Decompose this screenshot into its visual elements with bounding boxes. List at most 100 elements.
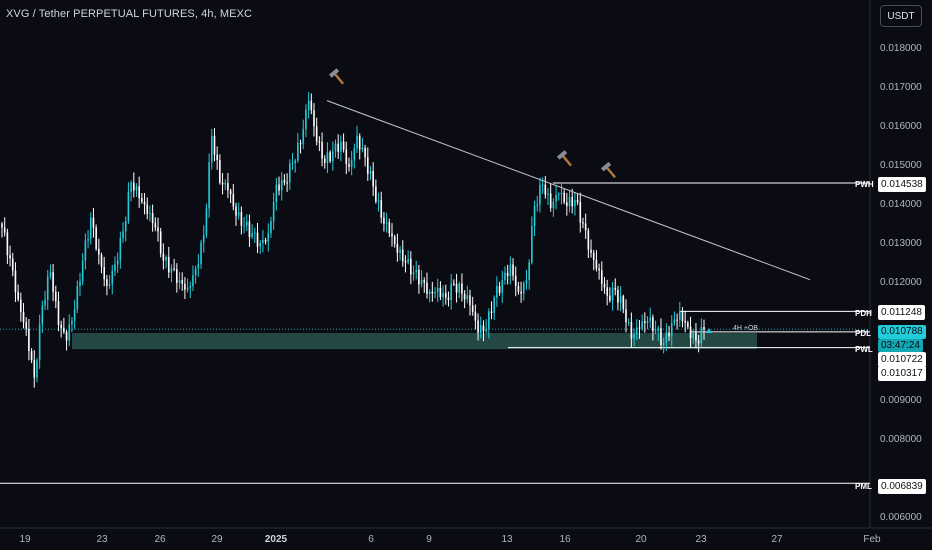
chart-title: XVG / Tether PERPETUAL FUTURES, 4h, MEXC (6, 8, 253, 20)
y-tick-label: 0.014000 (880, 199, 922, 210)
y-tick-label: 0.006000 (880, 512, 922, 523)
candle-body (6, 232, 9, 256)
x-tick-label: 16 (559, 534, 571, 545)
candle-body (617, 289, 619, 303)
candle-body (415, 269, 418, 273)
candle-body (477, 320, 479, 333)
candle-body (657, 328, 660, 331)
candle-body (630, 322, 633, 339)
candle-body (366, 157, 369, 174)
candle-body (208, 162, 210, 209)
candle-body (404, 261, 407, 263)
candle-body (566, 202, 568, 206)
candle-body (200, 242, 202, 265)
candle-body (627, 322, 630, 324)
candle-body (224, 183, 227, 185)
candle-body (533, 205, 536, 227)
candle-body (681, 311, 684, 322)
candle-body (229, 190, 232, 195)
x-tick-label: 29 (211, 534, 223, 545)
candle-body (348, 164, 350, 167)
candle-body (76, 286, 79, 310)
candle-body (248, 221, 251, 237)
candle-body (410, 258, 412, 275)
candle-body (633, 334, 635, 339)
candle-body (3, 227, 6, 233)
candle-body (127, 192, 130, 222)
candle-body (288, 163, 291, 183)
candle-body (660, 328, 662, 345)
candle-body (563, 192, 565, 203)
candle-body (654, 330, 657, 332)
candle-body (340, 141, 342, 152)
level-name-pwl: PWL (855, 345, 873, 354)
candle-body (25, 322, 28, 329)
candle-body (557, 194, 560, 196)
candle-body (622, 296, 625, 310)
candle-body (509, 264, 512, 277)
candle-body (106, 279, 108, 286)
candle-body (251, 233, 253, 237)
candle-body (676, 319, 678, 321)
currency-button[interactable]: USDT (880, 5, 922, 27)
x-tick-label: 19 (19, 534, 31, 545)
candle-body (514, 275, 517, 287)
candle-body (501, 280, 504, 293)
candle-body (426, 282, 428, 294)
candle-body (493, 297, 496, 313)
y-tick-label: 0.017000 (880, 82, 922, 93)
candle-body (391, 233, 393, 237)
candle-body (375, 186, 377, 202)
candle-body (434, 291, 436, 294)
candle-body (399, 249, 401, 253)
x-tick-label: 23 (96, 534, 108, 545)
x-tick-label: 23 (695, 534, 707, 545)
candle-body (232, 194, 235, 207)
candle-body (388, 222, 391, 234)
candle-body (665, 332, 668, 343)
candle-body (194, 268, 197, 276)
candle-body (641, 321, 643, 329)
up-arrow-icon (706, 328, 712, 333)
candle-body (673, 319, 676, 323)
candle-body (428, 291, 431, 294)
candle-body (418, 269, 420, 285)
candle-body (670, 322, 673, 337)
candle-body (259, 243, 262, 247)
candle-body (528, 262, 530, 281)
candle-body (638, 327, 641, 329)
candle-body (235, 206, 237, 216)
candle-body (372, 171, 374, 187)
candle-body (668, 332, 670, 337)
candle-body (571, 197, 574, 207)
candle-body (184, 283, 186, 290)
candle-body (369, 171, 372, 174)
candle-body (264, 240, 267, 242)
candle-body (439, 287, 442, 298)
candle-body (380, 200, 383, 218)
candle-body (297, 143, 299, 161)
candle-body (100, 254, 103, 268)
candle-body (272, 201, 275, 222)
candle-body (479, 325, 482, 333)
candle-body (614, 287, 617, 290)
candle-body (318, 141, 321, 143)
candle-body (98, 248, 100, 255)
x-tick-label: 27 (771, 534, 783, 545)
x-tick-label: 2025 (264, 534, 288, 545)
candle-body (517, 286, 520, 292)
candle-body (697, 340, 700, 344)
candle-body (130, 182, 132, 193)
candle-body (350, 160, 353, 167)
candle-body (485, 328, 487, 332)
candle-body (108, 284, 111, 286)
candle-body (334, 143, 337, 152)
candle-body (652, 317, 654, 332)
candle-body (256, 232, 259, 247)
candle-body (216, 154, 218, 161)
descending-trendline (326, 100, 811, 281)
level-name-pdl: PDL (855, 329, 871, 338)
candle-body (646, 321, 649, 324)
candle-body (135, 186, 138, 191)
